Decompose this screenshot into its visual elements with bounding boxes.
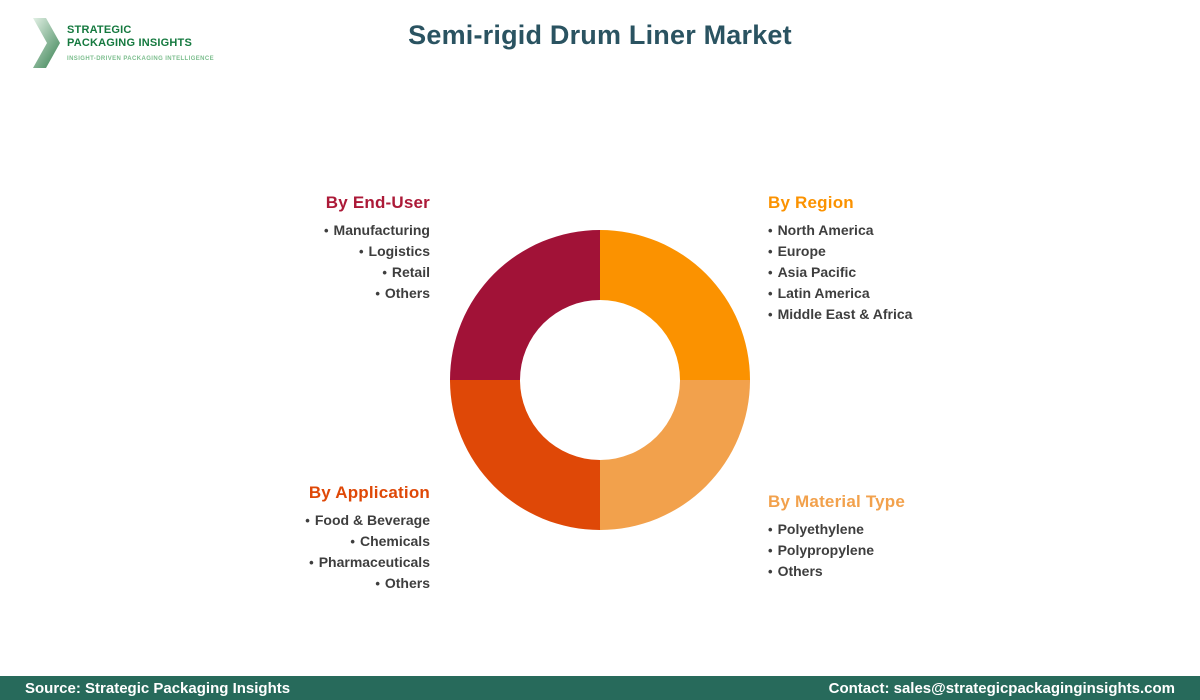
logo-line-2: PACKAGING INSIGHTS — [67, 37, 193, 49]
page-title: Semi-rigid Drum Liner Market — [408, 20, 792, 50]
bullet-icon: • — [768, 244, 773, 259]
list-item-label: Manufacturing — [333, 222, 430, 238]
donut-segment-material-type — [600, 380, 750, 530]
list-item: • Asia Pacific — [768, 262, 912, 283]
list-item-label: Others — [384, 285, 430, 301]
bullet-icon: • — [768, 286, 773, 301]
list-item: • Latin America — [768, 283, 912, 304]
segment-group-material-type: By Material Type • Polyethylene • Polyprop… — [768, 492, 905, 582]
bullet-icon: • — [309, 555, 314, 570]
bullet-icon: • — [305, 513, 310, 528]
list-item-label: Food & Beverage — [314, 512, 430, 528]
segment-group-region: By Region • North America • Europe • Asia P… — [768, 193, 912, 325]
list-item-label: Retail — [391, 264, 430, 280]
donut-segment-region — [600, 230, 750, 380]
list-item: • Logistics — [324, 241, 430, 262]
list-item: • Pharmaceuticals — [305, 552, 430, 573]
group-list-material-type: • Polyethylene • Polypropylene • Others — [768, 519, 905, 582]
donut-segment-end-user — [450, 230, 600, 380]
list-item-label: Others — [384, 575, 430, 591]
list-item-label: Europe — [777, 243, 826, 259]
list-item: • Retail — [324, 262, 430, 283]
list-item: • Others — [768, 561, 905, 582]
list-item: • North America — [768, 220, 912, 241]
list-item-label: Others — [777, 563, 823, 579]
group-heading-application: By Application — [308, 483, 430, 502]
bullet-icon: • — [358, 244, 364, 259]
group-list-end-user: • Manufacturing • Logistics • Retail • Other… — [324, 220, 430, 304]
bullet-icon: • — [768, 223, 773, 238]
list-item: • Others — [305, 573, 430, 594]
bullet-icon: • — [375, 576, 380, 591]
list-item-label: Middle East & Africa — [777, 306, 913, 322]
group-heading-material-type: By Material Type — [768, 492, 906, 511]
list-item-label: Polypropylene — [777, 542, 875, 558]
list-item: • Chemicals — [305, 531, 430, 552]
list-item-label: Logistics — [368, 243, 430, 259]
bullet-icon: • — [768, 543, 773, 558]
list-item-label: North America — [777, 222, 874, 238]
bullet-icon: • — [768, 522, 773, 537]
footer-source: Source: Strategic Packaging Insights — [25, 679, 291, 697]
list-item: • Manufacturing — [324, 220, 430, 241]
group-heading-end-user: By End-User — [325, 193, 430, 212]
donut-chart — [450, 230, 750, 530]
list-item: • Others — [324, 283, 430, 304]
bullet-icon: • — [768, 564, 773, 579]
segment-group-end-user: By End-User • Manufacturing • Logistics • R… — [324, 193, 430, 304]
footer-contact: Contact: sales@strategicpackaginginsight… — [828, 679, 1175, 697]
bullet-icon: • — [768, 307, 773, 322]
brand-logo: STRATEGIC PACKAGING INSIGHTS INSIGHT-DRI… — [33, 18, 214, 68]
bullet-icon: • — [768, 265, 773, 280]
list-item: • Polypropylene — [768, 540, 905, 561]
group-list-region: • North America • Europe • Asia Pacific • La… — [768, 220, 912, 325]
logo-line-1: STRATEGIC — [67, 24, 132, 36]
segment-group-application: By Application • Food & Beverage • Chemica… — [305, 483, 430, 594]
logo-tagline: INSIGHT-DRIVEN PACKAGING INTELLIGENCE — [67, 56, 215, 62]
list-item: • Food & Beverage — [305, 510, 430, 531]
bullet-icon: • — [382, 265, 387, 280]
donut-segment-application — [450, 380, 600, 530]
bullet-icon: • — [375, 286, 380, 301]
bullet-icon: • — [350, 534, 355, 549]
footer-bar: Source: Strategic Packaging Insights Con… — [0, 676, 1200, 700]
list-item: • Polyethylene — [768, 519, 905, 540]
logo-text: STRATEGIC PACKAGING INSIGHTS INSIGHT-DRI… — [67, 18, 214, 68]
list-item-label: Asia Pacific — [777, 264, 857, 280]
chevron-right-icon — [33, 18, 60, 68]
list-item-label: Chemicals — [359, 533, 430, 549]
list-item-label: Polyethylene — [777, 521, 864, 537]
list-item: • Europe — [768, 241, 912, 262]
list-item: • Middle East & Africa — [768, 304, 912, 325]
group-list-application: • Food & Beverage • Chemicals • Pharmaceuti… — [305, 510, 430, 594]
list-item-label: Pharmaceuticals — [318, 554, 430, 570]
bullet-icon: • — [323, 223, 329, 238]
list-item-label: Latin America — [777, 285, 870, 301]
group-heading-region: By Region — [768, 193, 854, 212]
